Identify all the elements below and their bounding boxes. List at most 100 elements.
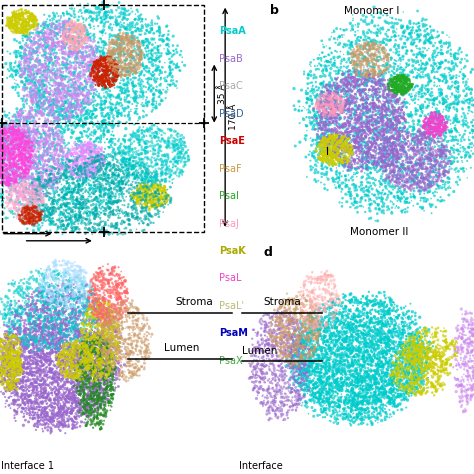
Point (3, 127, 11, 135)
Point (356, 327, 363, 335)
Point (131, 35, 139, 43)
Point (381, 288, 388, 296)
Point (63, 300, 70, 307)
Point (335, 294, 342, 302)
Point (37, 333, 45, 340)
Point (4, 336, 12, 344)
Point (318, 126, 326, 134)
Point (117, 314, 125, 322)
Point (156, 200, 164, 207)
Point (66, 100, 74, 108)
Point (417, 374, 424, 382)
Point (52, 52, 60, 60)
Point (64, 352, 72, 360)
Point (91, 90, 98, 97)
Point (321, 108, 329, 115)
Point (54, 289, 61, 296)
Point (19, 421, 27, 429)
Point (117, 96, 125, 104)
Point (411, 371, 419, 379)
Point (101, 171, 109, 178)
Point (320, 384, 328, 392)
Point (434, 120, 442, 128)
Point (100, 274, 107, 282)
Point (41, 21, 49, 29)
Point (151, 134, 159, 142)
Point (318, 378, 325, 385)
Point (340, 405, 348, 413)
Point (292, 340, 300, 348)
Point (151, 142, 159, 149)
Point (390, 401, 398, 408)
Point (73, 273, 81, 281)
Point (124, 171, 132, 179)
Point (57, 402, 64, 410)
Point (51, 400, 58, 408)
Point (396, 146, 404, 153)
Point (70, 41, 77, 48)
Point (152, 183, 160, 191)
Point (383, 193, 391, 201)
Point (70, 158, 77, 165)
Point (420, 339, 428, 347)
Point (355, 153, 363, 161)
Point (100, 381, 108, 388)
Point (395, 370, 403, 377)
Point (148, 191, 156, 199)
Point (131, 105, 139, 112)
Point (378, 46, 385, 53)
Point (12, 172, 20, 180)
Point (142, 196, 149, 204)
Point (28, 409, 36, 416)
Point (347, 39, 355, 46)
Point (91, 175, 98, 183)
Point (342, 153, 350, 161)
Point (27, 78, 34, 85)
Point (309, 389, 317, 396)
Point (428, 113, 436, 120)
Point (81, 311, 89, 319)
Point (308, 299, 316, 306)
Point (46, 395, 54, 402)
Point (354, 375, 361, 383)
Point (113, 333, 121, 340)
Point (14, 364, 22, 371)
Point (286, 304, 293, 311)
Point (117, 197, 125, 205)
Point (135, 46, 143, 53)
Point (81, 62, 88, 70)
Point (19, 297, 27, 305)
Point (76, 342, 83, 349)
Point (35, 30, 42, 38)
Point (102, 82, 109, 90)
Point (326, 393, 334, 401)
Point (446, 166, 453, 173)
Point (46, 279, 53, 287)
Point (75, 214, 82, 222)
Point (322, 362, 330, 370)
Point (4, 137, 11, 144)
Point (389, 82, 396, 89)
Point (11, 346, 19, 354)
Point (303, 342, 310, 350)
Point (278, 316, 286, 324)
Point (410, 318, 417, 326)
Point (3, 333, 10, 340)
Point (457, 343, 465, 351)
Point (48, 184, 55, 191)
Point (48, 174, 56, 182)
Point (75, 226, 83, 233)
Point (92, 61, 100, 69)
Point (134, 315, 142, 323)
Point (72, 338, 79, 346)
Point (63, 294, 70, 301)
Point (12, 120, 19, 128)
Point (267, 322, 275, 330)
Point (370, 164, 377, 172)
Point (383, 358, 391, 366)
Point (352, 403, 360, 411)
Point (73, 77, 81, 85)
Point (40, 366, 48, 374)
Point (37, 184, 45, 191)
Point (169, 72, 176, 80)
